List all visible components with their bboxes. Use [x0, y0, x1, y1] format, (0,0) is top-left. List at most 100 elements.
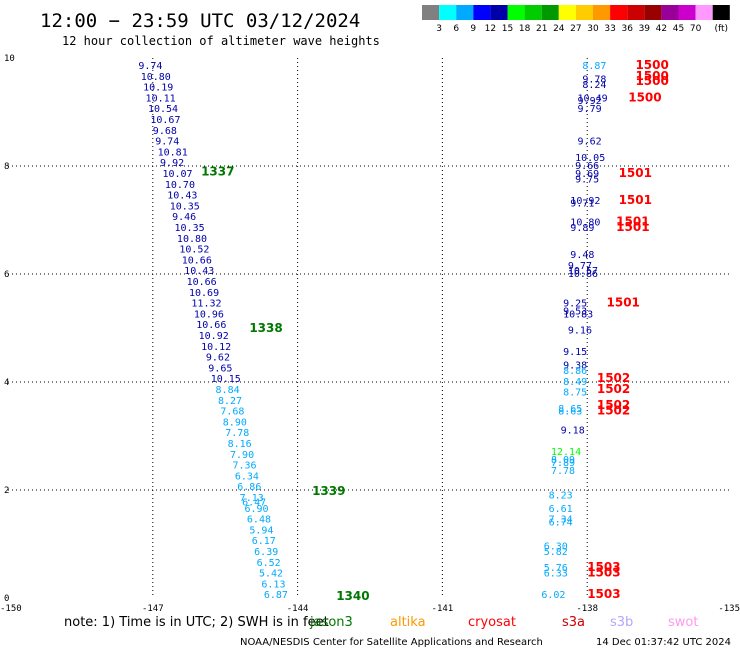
wave-height-label: 7.68	[220, 407, 244, 418]
x-tick-label: -150	[0, 604, 22, 614]
wave-height-label: 8.23	[549, 490, 573, 501]
wave-height-label: 10.15	[211, 374, 241, 385]
pass-number-label: 1501	[607, 296, 640, 310]
legend-jason3: jason3	[309, 615, 353, 630]
wave-height-label: 9.48	[570, 250, 594, 261]
legend-s3b: s3b	[610, 615, 633, 630]
wave-height-label: 10.86	[568, 269, 598, 280]
wave-height-label: 10.80	[570, 218, 600, 229]
wave-height-points: 9.7410.8010.1910.1110.5410.679.689.7410.…	[138, 61, 607, 601]
wave-height-label: 8.63	[558, 407, 582, 418]
wave-height-label: 9.89	[570, 223, 594, 234]
pass-number-label: 1501	[619, 166, 652, 180]
wave-height-label: 7.13	[240, 493, 264, 504]
wave-height-label: 9.74	[138, 61, 162, 72]
wave-height-label: 7.78	[551, 466, 575, 477]
pass-labels: 1337133813391340150015001500150015011501…	[201, 58, 669, 603]
color-swatch	[593, 5, 611, 20]
x-tick-label: -135	[718, 604, 740, 614]
wave-height-label: 12.14	[551, 447, 581, 458]
wave-height-label: 8.90	[223, 417, 247, 428]
color-scale-label: 27	[570, 24, 581, 34]
x-tick-label: -141	[432, 604, 454, 614]
wave-height-label: 10.05	[575, 153, 605, 164]
legend-altika: altika	[390, 615, 426, 630]
legend-s3a: s3a	[562, 615, 585, 630]
wave-height-label: 6.90	[245, 504, 269, 515]
wave-height-label: 10.52	[179, 245, 209, 256]
wave-height-label: 9.92	[160, 158, 184, 169]
wave-height-label: 7.36	[232, 461, 256, 472]
wave-height-label: 5.76	[544, 563, 568, 574]
pass-number-label: 1502	[597, 404, 630, 418]
wave-height-label: 9.46	[172, 212, 196, 223]
wave-height-label: 10.35	[175, 223, 205, 234]
color-swatch	[473, 5, 491, 20]
wave-height-label: 9.25	[563, 299, 587, 310]
color-scale-label: 45	[673, 24, 684, 34]
y-tick-label: 8	[4, 162, 9, 172]
color-scale-label: 3	[436, 24, 442, 34]
wave-height-label: 10.43	[184, 266, 214, 277]
wave-height-label: 9.74	[155, 137, 179, 148]
wave-height-label: 9.38	[563, 361, 587, 372]
legend-swot: swot	[668, 615, 698, 630]
wave-height-label: 10.81	[158, 147, 188, 158]
wave-height-label: 10.66	[196, 320, 226, 331]
wave-height-label: 8.87	[582, 61, 606, 72]
pass-number-label: 1502	[597, 371, 630, 385]
color-swatch	[610, 5, 628, 20]
pass-number-label: 1339	[312, 484, 345, 498]
wave-height-label: 7.34	[549, 515, 573, 526]
color-scale-label: 21	[536, 24, 547, 34]
color-scale-label: 15	[502, 24, 513, 34]
wave-height-label: 6.34	[235, 471, 259, 482]
wave-height-label: 9.78	[582, 75, 606, 86]
wave-height-label: 6.02	[541, 590, 565, 601]
wave-height-label: 8.65	[558, 404, 582, 415]
plot-grid	[8, 58, 732, 598]
color-scale-label: 30	[587, 24, 599, 34]
pass-number-label: 1501	[616, 215, 649, 229]
y-tick-label: 4	[4, 378, 9, 388]
wave-height-label: 10.07	[162, 169, 192, 180]
wave-height-label: 9.68	[153, 126, 177, 137]
wave-height-label: 9.71	[570, 199, 594, 210]
satellite-legend: jason3 altika cryosat s3a s3b swot	[309, 615, 698, 630]
pass-number-label: 1500	[635, 58, 668, 72]
color-swatch	[439, 5, 457, 20]
wave-height-label: 9.75	[575, 174, 599, 185]
color-scale-label: 33	[604, 24, 615, 34]
x-tick-label: -138	[576, 604, 598, 614]
color-swatch	[712, 5, 730, 20]
wave-height-label: 6.17	[252, 536, 276, 547]
color-scale-label: 39	[639, 24, 651, 34]
pass-number-label: 1503	[587, 587, 620, 601]
pass-number-label: 1503	[587, 566, 620, 580]
color-swatch	[507, 5, 525, 20]
wave-height-label: 8.24	[582, 80, 606, 91]
wave-height-label: 10.54	[148, 104, 178, 115]
color-swatch	[422, 5, 440, 20]
wave-height-label: 5.42	[259, 569, 283, 580]
wave-height-label: 9.66	[575, 161, 599, 172]
wave-height-label: 6.61	[549, 504, 573, 515]
wave-height-label: 10.35	[170, 201, 200, 212]
wave-height-label: 9.65	[208, 363, 232, 374]
color-swatch	[678, 5, 696, 20]
y-tick-label: 0	[4, 594, 9, 604]
color-scale-label: 42	[656, 24, 667, 34]
wave-height-label: 9.18	[561, 426, 585, 437]
color-swatch	[627, 5, 645, 20]
wave-height-label: 9.77	[568, 261, 592, 272]
wave-height-label: 9.62	[578, 137, 602, 148]
wave-height-label: 6.33	[544, 569, 568, 580]
pass-number-label: 1503	[587, 560, 620, 574]
color-scale-label: 18	[519, 24, 531, 34]
wave-height-label: 9.79	[578, 104, 602, 115]
wave-height-label: 5.82	[544, 547, 568, 558]
color-swatch	[644, 5, 662, 20]
color-swatch	[695, 5, 713, 20]
wave-height-label: 6.30	[544, 542, 568, 553]
